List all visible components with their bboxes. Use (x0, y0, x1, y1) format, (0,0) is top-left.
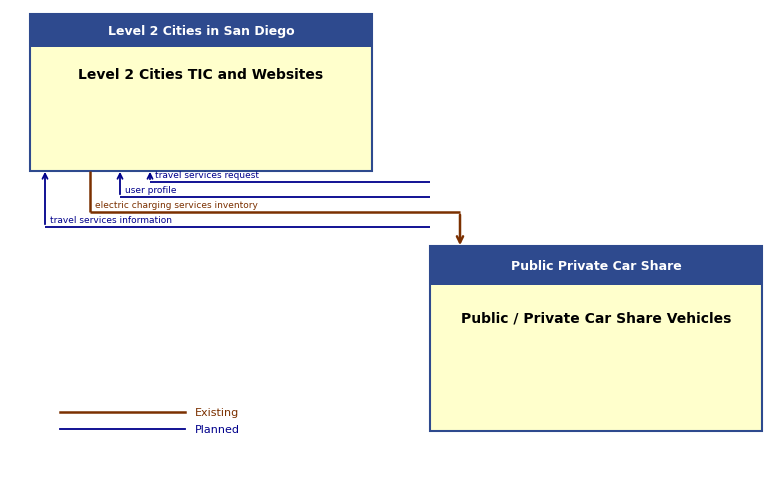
Text: travel services information: travel services information (50, 215, 172, 225)
Text: travel services request: travel services request (155, 171, 259, 180)
Text: Existing: Existing (195, 407, 240, 417)
Bar (430, 246, 762, 431)
Text: Planned: Planned (195, 424, 240, 434)
Text: Level 2 Cities TIC and Websites: Level 2 Cities TIC and Websites (78, 68, 323, 82)
Bar (430, 246, 762, 285)
Text: Public Private Car Share: Public Private Car Share (511, 259, 681, 272)
Text: electric charging services inventory: electric charging services inventory (95, 200, 258, 210)
Bar (30, 15, 372, 48)
Bar (30, 15, 372, 172)
Text: Public / Private Car Share Vehicles: Public / Private Car Share Vehicles (461, 310, 731, 324)
Text: Level 2 Cities in San Diego: Level 2 Cities in San Diego (108, 25, 294, 38)
Text: user profile: user profile (125, 186, 176, 195)
